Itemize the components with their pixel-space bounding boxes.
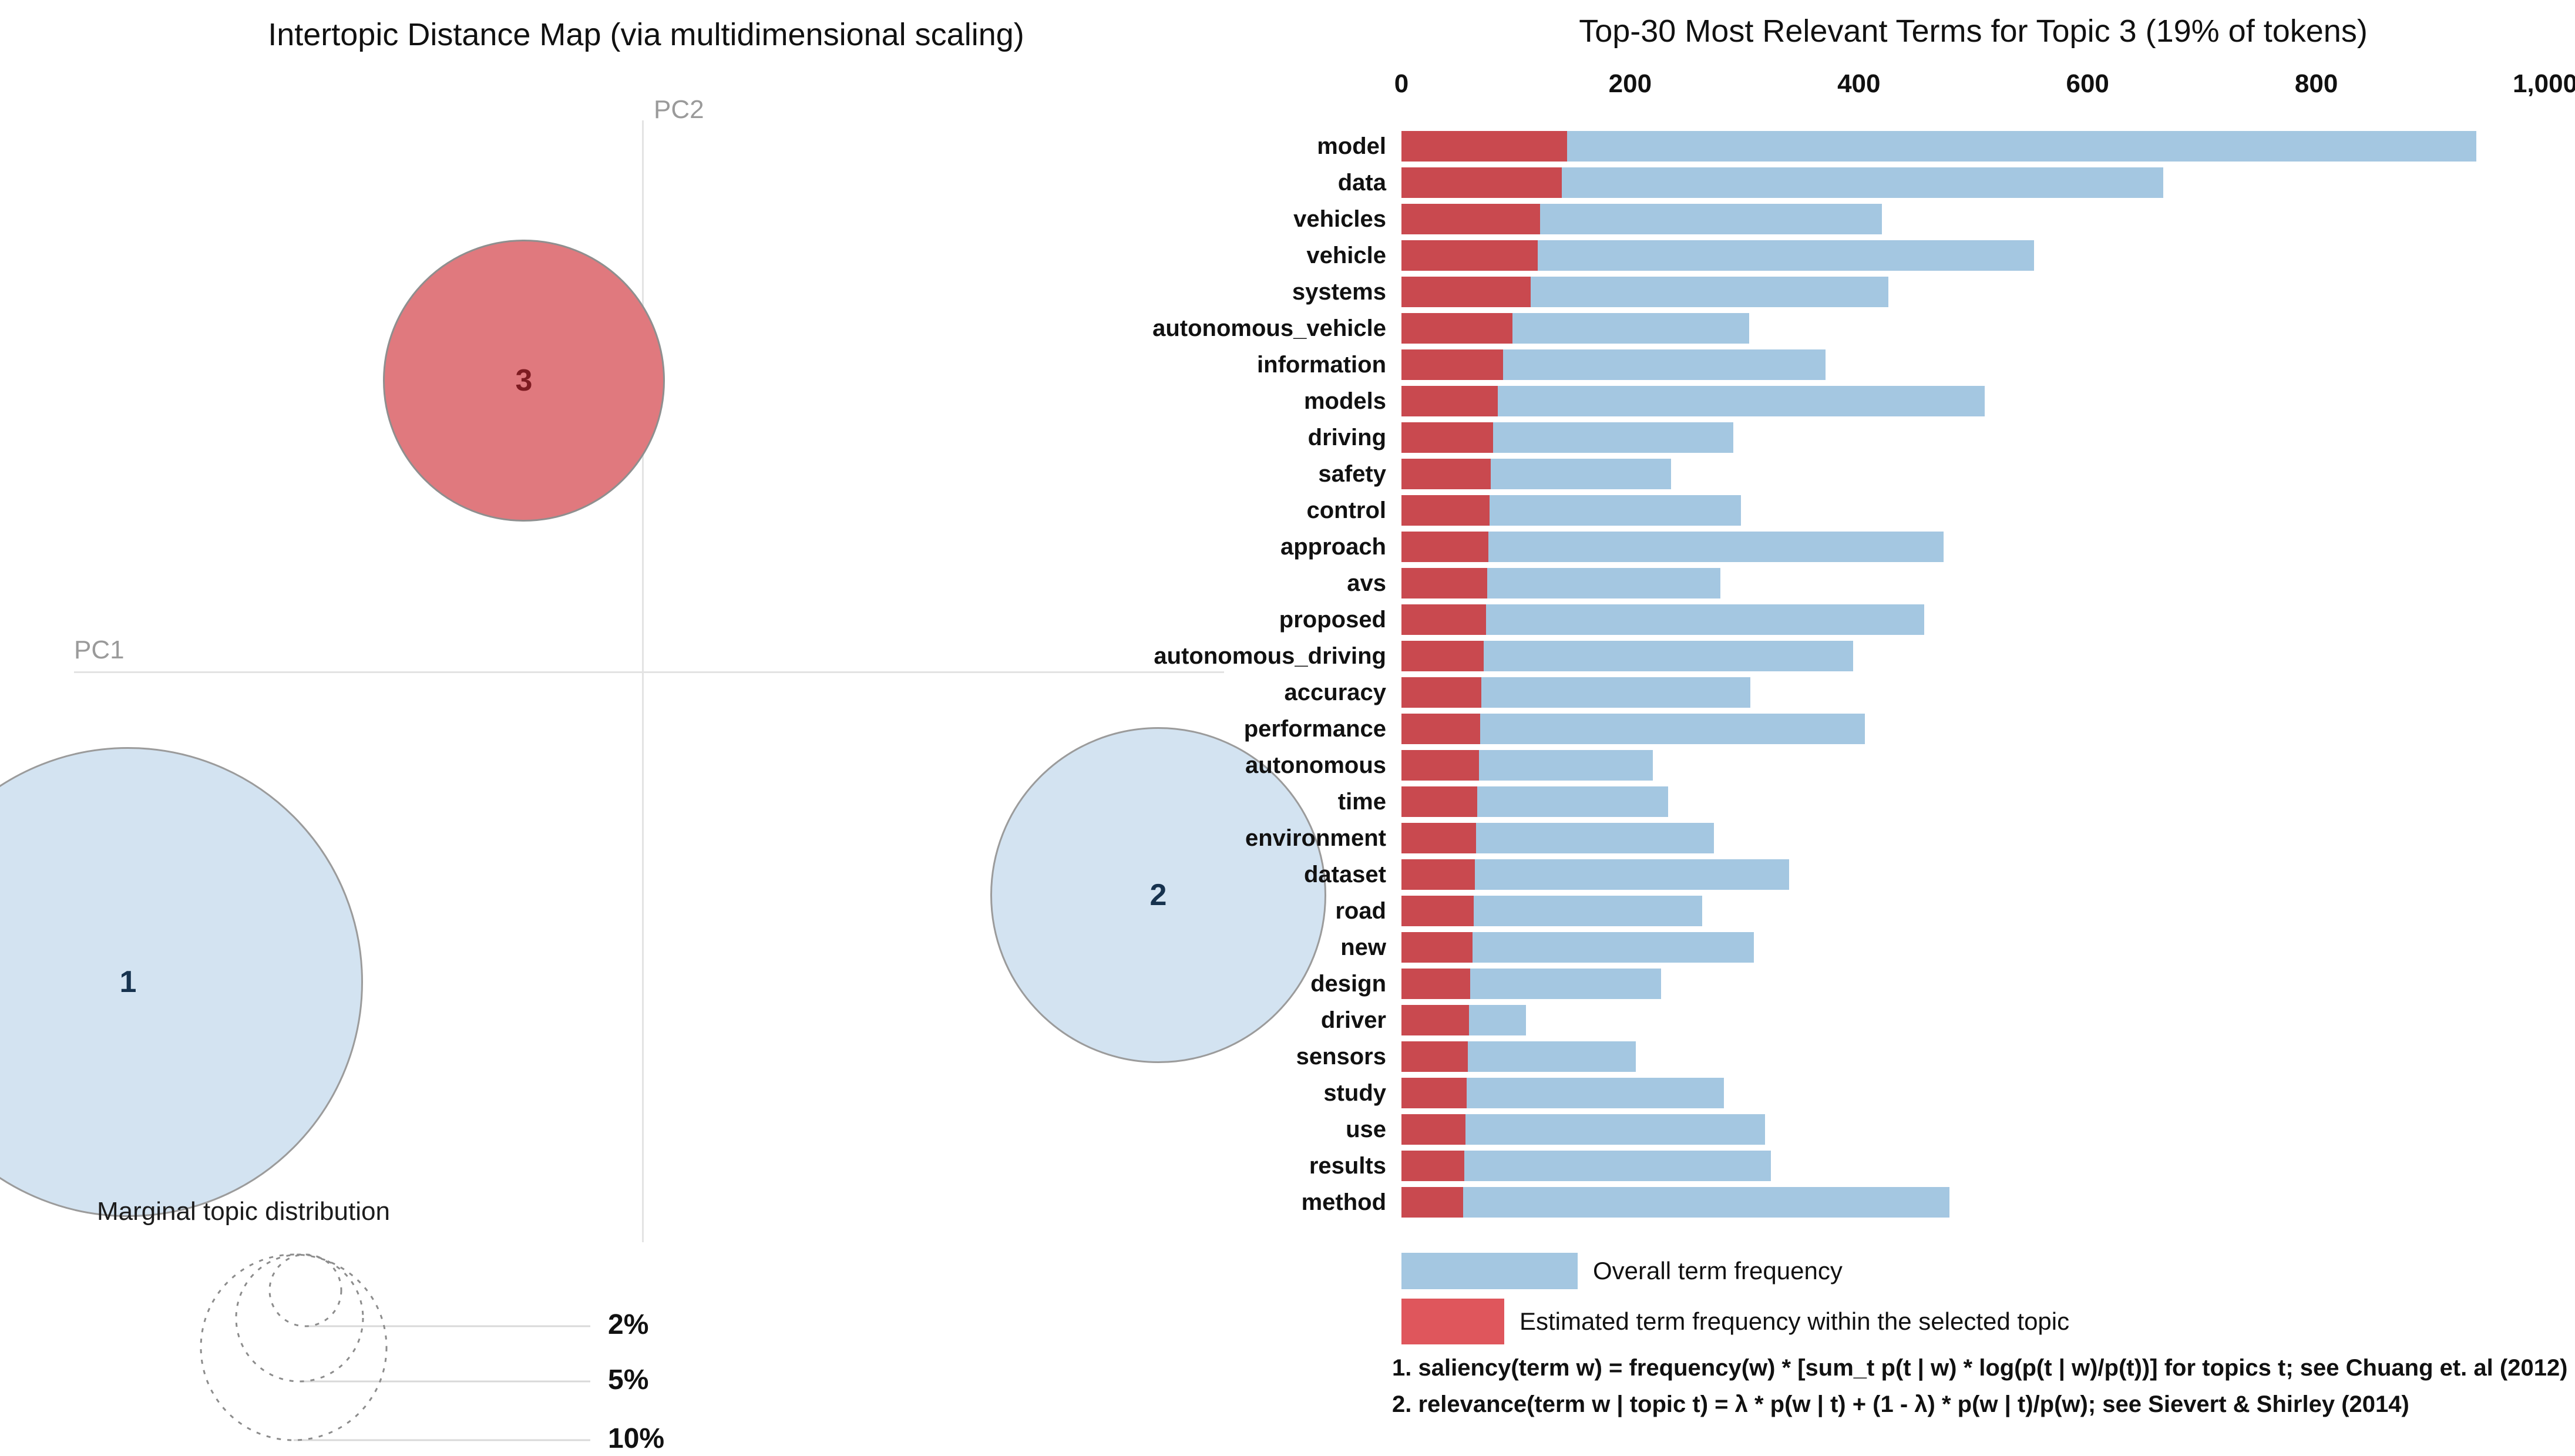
topic-frequency-bar-control[interactable] [1401, 495, 1490, 526]
topic-frequency-bar-performance[interactable] [1401, 714, 1481, 744]
legend-row-topic: Estimated term frequency within the sele… [1401, 1299, 2069, 1344]
term-label-models[interactable]: models [1303, 388, 1386, 414]
topic-frequency-bar-road[interactable] [1401, 896, 1474, 926]
topic-frequency-bar-use[interactable] [1401, 1114, 1466, 1145]
term-label-performance[interactable]: performance [1243, 716, 1386, 742]
x-axis-tick-600: 600 [2066, 69, 2109, 98]
topic-frequency-bar-driving[interactable] [1401, 422, 1493, 453]
term-label-time[interactable]: time [1337, 789, 1386, 815]
topic-frequency-bar-sensors[interactable] [1401, 1041, 1468, 1072]
topic-frequency-bar-safety[interactable] [1401, 459, 1491, 489]
overall-frequency-bar-approach[interactable] [1401, 532, 1944, 562]
term-label-sensors[interactable]: sensors [1296, 1044, 1386, 1070]
pc1-axis-line [74, 671, 1224, 673]
topic-frequency-bar-results[interactable] [1401, 1151, 1465, 1181]
topic-number-1[interactable]: 1 [119, 965, 137, 999]
overall-frequency-bar-model[interactable] [1401, 131, 2477, 162]
topic-frequency-bar-data[interactable] [1401, 167, 1562, 198]
term-label-proposed[interactable]: proposed [1279, 607, 1386, 633]
term-label-driver[interactable]: driver [1320, 1007, 1386, 1033]
topic-number-2[interactable]: 2 [1149, 878, 1167, 912]
overall-frequency-bar-models[interactable] [1401, 386, 1985, 416]
term-label-information[interactable]: information [1257, 352, 1386, 378]
topic-frequency-bar-model[interactable] [1401, 131, 1568, 162]
topic-frequency-bar-autonomous_driving[interactable] [1401, 641, 1484, 671]
term-label-road[interactable]: road [1335, 898, 1386, 924]
term-label-method[interactable]: method [1301, 1189, 1386, 1215]
barchart-legend: Overall term frequency Estimated term fr… [1401, 1253, 2069, 1344]
x-axis-tick-1,000: 1,000 [2512, 69, 2575, 98]
term-label-data[interactable]: data [1337, 170, 1386, 196]
term-label-control[interactable]: control [1306, 497, 1386, 523]
term-label-approach[interactable]: approach [1280, 534, 1386, 560]
term-label-vehicles[interactable]: vehicles [1293, 206, 1386, 232]
topic-frequency-bar-information[interactable] [1401, 349, 1504, 380]
footnote-relevance: 2. relevance(term w | topic t) = λ * p(w… [1392, 1391, 2409, 1417]
term-label-design[interactable]: design [1310, 971, 1386, 997]
pc2-axis-line [642, 120, 644, 1242]
topic-bubble-3[interactable] [383, 240, 665, 522]
topic-frequency-bar-models[interactable] [1401, 386, 1498, 416]
topic-frequency-bar-proposed[interactable] [1401, 604, 1487, 635]
term-label-environment[interactable]: environment [1245, 825, 1386, 851]
topic-bubble-layer: 1 2 3 [0, 0, 1326, 1456]
topic-frequency-bar-autonomous_vehicle[interactable] [1401, 313, 1512, 344]
term-label-dataset[interactable]: dataset [1303, 862, 1386, 887]
footnotes: 1. saliency(term w) = frequency(w) * [su… [1392, 1350, 2568, 1423]
term-label-results[interactable]: results [1309, 1153, 1386, 1179]
topic-frequency-bar-accuracy[interactable] [1401, 677, 1482, 708]
topic-frequency-label: Estimated term frequency within the sele… [1520, 1307, 2070, 1335]
topic-frequency-bar-environment[interactable] [1401, 823, 1476, 853]
overall-frequency-bar-proposed[interactable] [1401, 604, 1924, 635]
topic-frequency-bar-driver[interactable] [1401, 1005, 1469, 1035]
topic-frequency-bar-systems[interactable] [1401, 277, 1531, 307]
x-axis-tick-400: 400 [1837, 69, 1881, 98]
topic-frequency-bar-design[interactable] [1401, 969, 1470, 999]
term-label-new[interactable]: new [1340, 934, 1386, 960]
term-label-safety[interactable]: safety [1318, 461, 1386, 487]
topic-frequency-bar-vehicles[interactable] [1401, 204, 1540, 234]
barchart-title: Top-30 Most Relevant Terms for Topic 3 (… [1579, 14, 2368, 49]
topic-frequency-swatch [1401, 1299, 1504, 1344]
topic-frequency-bar-autonomous[interactable] [1401, 750, 1480, 781]
x-axis-ticks: 0 200 400 600 800 1,000 [0, 0, 2575, 117]
term-label-systems[interactable]: systems [1292, 279, 1386, 305]
topic-frequency-bar-study[interactable] [1401, 1078, 1467, 1108]
term-label-use[interactable]: use [1346, 1117, 1386, 1142]
x-axis-tick-200: 200 [1608, 69, 1652, 98]
x-axis-tick-800: 800 [2294, 69, 2338, 98]
term-label-autonomous_driving[interactable]: autonomous_driving [1154, 643, 1386, 669]
term-label-vehicle[interactable]: vehicle [1306, 243, 1386, 268]
topic-frequency-bar-method[interactable] [1401, 1187, 1464, 1218]
pc2-axis-label: PC2 [654, 95, 704, 124]
topic-frequency-bar-dataset[interactable] [1401, 859, 1475, 890]
term-label-model[interactable]: model [1317, 133, 1386, 159]
footnote-saliency: 1. saliency(term w) = frequency(w) * [su… [1392, 1355, 2568, 1381]
topic-frequency-bar-approach[interactable] [1401, 532, 1488, 562]
term-label-study[interactable]: study [1323, 1080, 1386, 1106]
term-label-accuracy[interactable]: accuracy [1284, 680, 1386, 705]
intertopic-map-title: Intertopic Distance Map (via multidimens… [268, 17, 1024, 52]
overall-frequency-swatch [1401, 1253, 1578, 1289]
term-label-autonomous[interactable]: autonomous [1245, 752, 1386, 778]
marginal-distribution-title: Marginal topic distribution [97, 1197, 390, 1226]
topic-frequency-bar-avs[interactable] [1401, 568, 1488, 598]
topic-frequency-bar-vehicle[interactable] [1401, 240, 1538, 271]
topic-number-3[interactable]: 3 [515, 364, 533, 398]
overall-frequency-bar-method[interactable] [1401, 1187, 1949, 1218]
bar-rows-layer: model data vehicles vehicle systems autonomou… [1152, 131, 2477, 1218]
term-label-autonomous_vehicle[interactable]: autonomous_vehicle [1152, 315, 1386, 341]
topic-bubble-2[interactable] [990, 727, 1326, 1063]
legend-row-overall: Overall term frequency [1401, 1253, 2069, 1289]
pc1-axis-label: PC1 [74, 635, 125, 664]
x-axis-tick-0: 0 [1394, 69, 1409, 98]
topic-frequency-bar-new[interactable] [1401, 932, 1473, 963]
term-label-avs[interactable]: avs [1347, 570, 1386, 596]
overall-frequency-label: Overall term frequency [1593, 1257, 1843, 1284]
topic-frequency-bar-time[interactable] [1401, 786, 1477, 817]
marginal-distribution-rings [200, 1253, 590, 1441]
term-label-driving[interactable]: driving [1307, 425, 1386, 450]
